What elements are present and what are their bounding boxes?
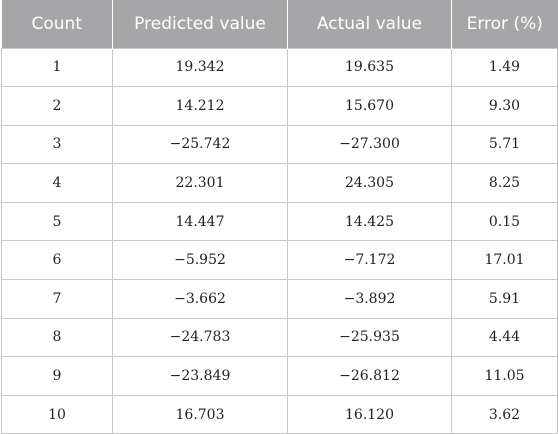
cell-predicted-value: −23.849	[112, 356, 288, 396]
cell-count: 6	[1, 240, 113, 281]
cell-actual-value: −27.300	[287, 124, 452, 165]
cell-error-percent: 17.01	[451, 240, 558, 281]
cell-predicted-value: −3.662	[112, 279, 288, 319]
cell-predicted-value: 14.447	[112, 201, 288, 242]
cell-predicted-value: 14.212	[112, 86, 288, 126]
cell-error-percent: 9.30	[451, 86, 558, 126]
cell-count: 7	[1, 279, 113, 319]
cell-actual-value: −26.812	[287, 356, 452, 396]
cell-actual-value: −7.172	[287, 240, 452, 281]
table-row: 7 −3.662 −3.892 5.91	[1, 279, 558, 319]
cell-count: 8	[1, 317, 113, 358]
cell-predicted-value: 16.703	[112, 394, 288, 434]
header-predicted-value: Predicted value	[112, 0, 288, 48]
cell-count: 5	[1, 201, 113, 242]
cell-error-percent: 11.05	[451, 356, 558, 396]
header-row: Count Predicted value Actual value Error…	[1, 0, 558, 48]
cell-error-percent: 1.49	[451, 47, 558, 88]
header-error-percent: Error (%)	[451, 0, 558, 48]
table-row: 3 −25.742 −27.300 5.71	[1, 124, 558, 165]
table-row: 1 19.342 19.635 1.49	[1, 47, 558, 88]
cell-actual-value: −3.892	[287, 279, 452, 319]
cell-actual-value: 14.425	[287, 201, 452, 242]
cell-count: 10	[1, 394, 113, 434]
cell-error-percent: 8.25	[451, 163, 558, 203]
cell-predicted-value: 19.342	[112, 47, 288, 88]
table-row: 9 −23.849 −26.812 11.05	[1, 356, 558, 396]
cell-actual-value: 19.635	[287, 47, 452, 88]
header-actual-value: Actual value	[287, 0, 452, 48]
cell-error-percent: 5.91	[451, 279, 558, 319]
cell-error-percent: 4.44	[451, 317, 558, 358]
cell-actual-value: −25.935	[287, 317, 452, 358]
table-row: 8 −24.783 −25.935 4.44	[1, 317, 558, 358]
cell-error-percent: 5.71	[451, 124, 558, 165]
cell-actual-value: 15.670	[287, 86, 452, 126]
header-count: Count	[31, 13, 83, 34]
table-row: 4 22.301 24.305 8.25	[1, 163, 558, 203]
cell-error-percent: 0.15	[451, 201, 558, 242]
cell-actual-value: 24.305	[287, 163, 452, 203]
table-row: 6 −5.952 −7.172 17.01	[1, 240, 558, 281]
cell-count: 1	[1, 47, 113, 88]
cell-count: 9	[1, 356, 113, 396]
cell-count: 4	[1, 163, 113, 203]
cell-count: 2	[1, 86, 113, 126]
cell-actual-value: 16.120	[287, 394, 452, 434]
cell-predicted-value: −25.742	[112, 124, 288, 165]
table-row: 10 16.703 16.120 3.62	[1, 394, 558, 434]
table-row: 5 14.447 14.425 0.15	[1, 201, 558, 242]
cell-count: 3	[1, 124, 113, 165]
cell-predicted-value: −5.952	[112, 240, 288, 281]
cell-predicted-value: 22.301	[112, 163, 288, 203]
table-row: 2 14.212 15.670 9.30	[1, 86, 558, 126]
cell-error-percent: 3.62	[451, 394, 558, 434]
cell-predicted-value: −24.783	[112, 317, 288, 358]
